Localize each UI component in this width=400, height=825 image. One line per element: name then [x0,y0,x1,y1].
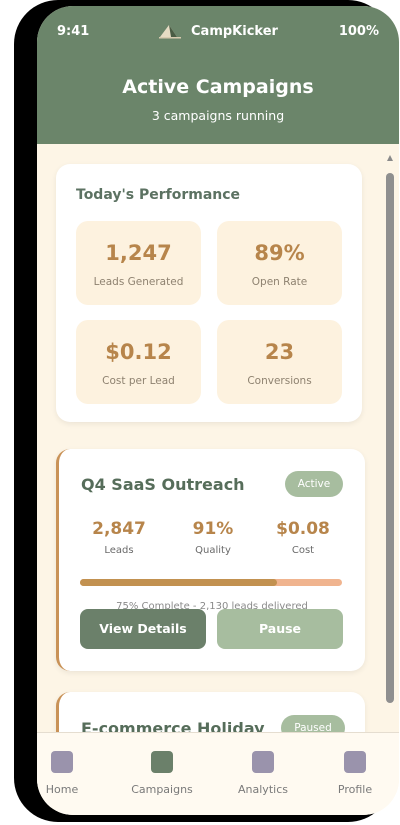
progress-fill [80,579,277,586]
performance-title: Today's Performance [76,187,241,203]
campaign-card[interactable]: Q4 SaaS Outreach Active 2,847 Leads 91% … [56,449,365,671]
stat-leads-generated: 1,247 Leads Generated [76,221,201,305]
campaign-card[interactable]: E-commerce Holiday Paused [56,692,365,732]
stat-value: 1,247 [105,241,172,265]
analytics-icon [252,751,274,773]
bottom-tab-bar: Home Campaigns Analytics Profile [37,732,399,815]
metric-leads: 2,847 Leads [89,519,149,556]
status-time: 9:41 [57,24,90,39]
metric-label: Leads [104,545,134,556]
stat-conversions: 23 Conversions [217,320,342,404]
tab-label: Profile [337,783,373,796]
page-title: Active Campaigns [122,76,314,98]
metric-value: 2,847 [92,519,146,539]
performance-card: Today's Performance 1,247 Leads Generate… [56,164,362,422]
battery-level: 100% [338,24,379,39]
stat-label: Conversions [247,375,312,387]
home-icon [51,751,73,773]
tab-home[interactable]: Home [42,751,82,796]
page-subtitle: 3 campaigns running [151,108,285,123]
status-bar: 9:41 CampKicker 100% [37,22,399,42]
tab-label: Home [45,783,79,796]
tab-campaigns[interactable]: Campaigns [122,751,202,796]
status-badge: Active [285,471,343,497]
app-brand: CampKicker [157,22,278,40]
tent-logo-icon [159,25,181,39]
stat-label: Leads Generated [93,276,184,288]
campaigns-icon [151,751,173,773]
app-name: CampKicker [191,23,278,39]
tab-label: Analytics [238,783,288,796]
stat-open-rate: 89% Open Rate [217,221,342,305]
stat-value: 89% [254,241,305,265]
scroll-up-arrow-icon[interactable] [387,155,393,161]
metric-quality: 91% Quality [183,519,243,556]
scrollbar[interactable] [386,151,395,731]
campaign-name: Q4 SaaS Outreach [81,475,245,494]
phone-frame: 9:41 CampKicker 100% Active Campaigns 3 … [14,0,399,822]
metric-label: Cost [291,545,315,556]
tab-profile[interactable]: Profile [327,751,383,796]
campaign-name: E-commerce Holiday [81,719,265,732]
tab-label: Campaigns [131,783,193,796]
pause-button[interactable]: Pause [217,609,343,649]
stat-cost-per-lead: $0.12 Cost per Lead [76,320,201,404]
progress-text: 75% Complete - 2,130 leads delivered [116,601,308,612]
app-screen: 9:41 CampKicker 100% Active Campaigns 3 … [37,6,399,815]
metric-label: Quality [195,545,231,556]
profile-icon [344,751,366,773]
metric-cost: $0.08 Cost [273,519,333,556]
metric-value: $0.08 [276,519,330,539]
metric-value: 91% [192,519,234,539]
status-badge: Paused [281,715,345,732]
progress-bar [80,579,342,586]
tab-analytics[interactable]: Analytics [230,751,296,796]
scroll-content[interactable]: Today's Performance 1,247 Leads Generate… [37,144,399,732]
stat-value: 23 [264,340,295,364]
stat-label: Cost per Lead [102,375,175,387]
view-details-button[interactable]: View Details [80,609,206,649]
scrollbar-thumb[interactable] [386,173,394,703]
stat-label: Open Rate [251,276,308,288]
app-header: 9:41 CampKicker 100% Active Campaigns 3 … [37,6,399,144]
stat-value: $0.12 [105,340,172,364]
